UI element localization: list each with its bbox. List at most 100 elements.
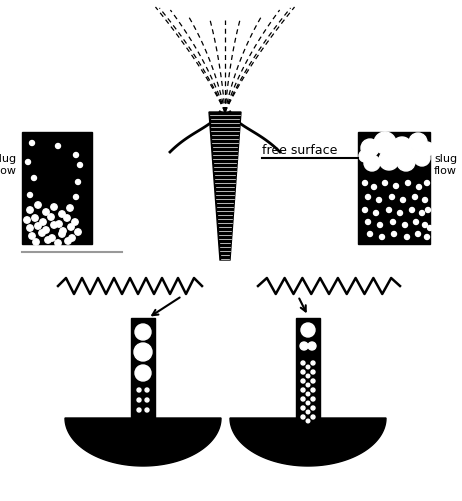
Circle shape [392, 137, 412, 157]
Circle shape [390, 219, 395, 224]
Circle shape [43, 227, 49, 233]
Circle shape [423, 197, 427, 202]
Circle shape [413, 194, 418, 199]
Circle shape [374, 132, 396, 154]
Circle shape [311, 397, 315, 401]
Circle shape [301, 379, 305, 383]
Circle shape [401, 197, 406, 202]
Circle shape [301, 388, 305, 392]
Circle shape [420, 142, 434, 156]
Circle shape [301, 323, 315, 337]
Circle shape [300, 342, 308, 350]
Circle shape [73, 152, 79, 157]
Circle shape [364, 155, 380, 171]
Circle shape [397, 153, 415, 171]
Circle shape [75, 179, 80, 184]
Circle shape [78, 162, 83, 167]
Circle shape [59, 231, 65, 237]
Circle shape [49, 235, 55, 241]
Circle shape [35, 202, 41, 208]
Circle shape [64, 215, 70, 221]
Circle shape [409, 207, 414, 212]
Circle shape [379, 234, 384, 239]
Circle shape [397, 210, 402, 215]
Circle shape [311, 361, 315, 365]
Circle shape [30, 140, 35, 145]
Circle shape [306, 365, 310, 369]
Circle shape [415, 231, 420, 236]
Circle shape [306, 392, 310, 396]
Circle shape [68, 224, 74, 230]
Circle shape [407, 149, 419, 161]
Circle shape [371, 184, 377, 189]
Circle shape [134, 343, 152, 361]
Circle shape [363, 180, 367, 185]
Circle shape [48, 214, 54, 220]
Circle shape [32, 215, 38, 221]
Circle shape [137, 388, 141, 392]
Circle shape [383, 180, 388, 185]
Circle shape [306, 419, 310, 423]
Circle shape [67, 205, 73, 211]
Circle shape [145, 408, 149, 412]
Circle shape [137, 408, 141, 412]
Circle shape [359, 150, 371, 162]
Circle shape [75, 229, 81, 235]
Circle shape [35, 223, 41, 229]
Circle shape [33, 239, 39, 245]
Circle shape [301, 397, 305, 401]
Circle shape [39, 230, 45, 236]
Circle shape [60, 228, 66, 234]
Text: free surface: free surface [262, 143, 337, 156]
Circle shape [405, 234, 409, 239]
Circle shape [365, 219, 371, 224]
Circle shape [25, 159, 30, 164]
Circle shape [311, 379, 315, 383]
Circle shape [308, 342, 316, 350]
Circle shape [311, 388, 315, 392]
Circle shape [377, 197, 382, 202]
Bar [358, 132, 430, 244]
Circle shape [409, 133, 427, 151]
Circle shape [27, 225, 33, 231]
Circle shape [311, 415, 315, 419]
Text: slug
flow: slug flow [0, 154, 17, 176]
Circle shape [135, 365, 151, 381]
Circle shape [40, 219, 46, 225]
Circle shape [414, 150, 430, 166]
Circle shape [373, 210, 378, 215]
Circle shape [45, 237, 51, 243]
Circle shape [301, 370, 305, 374]
Circle shape [145, 388, 149, 392]
Circle shape [402, 222, 407, 227]
Polygon shape [230, 418, 386, 466]
Circle shape [51, 204, 57, 210]
Circle shape [306, 401, 310, 405]
Circle shape [137, 398, 141, 402]
Bar [22, 132, 92, 244]
Circle shape [406, 180, 411, 185]
Circle shape [135, 324, 151, 340]
Circle shape [417, 184, 421, 189]
Text: slug
flow: slug flow [434, 154, 457, 176]
Circle shape [413, 219, 419, 224]
Circle shape [43, 209, 49, 215]
Circle shape [29, 233, 35, 239]
Circle shape [55, 240, 61, 246]
Circle shape [363, 207, 367, 212]
Circle shape [65, 238, 71, 244]
Circle shape [27, 207, 33, 213]
Circle shape [306, 410, 310, 414]
Circle shape [301, 406, 305, 410]
Circle shape [425, 180, 430, 185]
Circle shape [367, 231, 372, 236]
Circle shape [306, 383, 310, 387]
Circle shape [389, 194, 395, 199]
Circle shape [24, 217, 30, 223]
Circle shape [306, 374, 310, 378]
Circle shape [361, 139, 379, 157]
Circle shape [387, 207, 391, 212]
Circle shape [419, 210, 425, 215]
Bar [296, 318, 320, 418]
Circle shape [423, 222, 427, 227]
